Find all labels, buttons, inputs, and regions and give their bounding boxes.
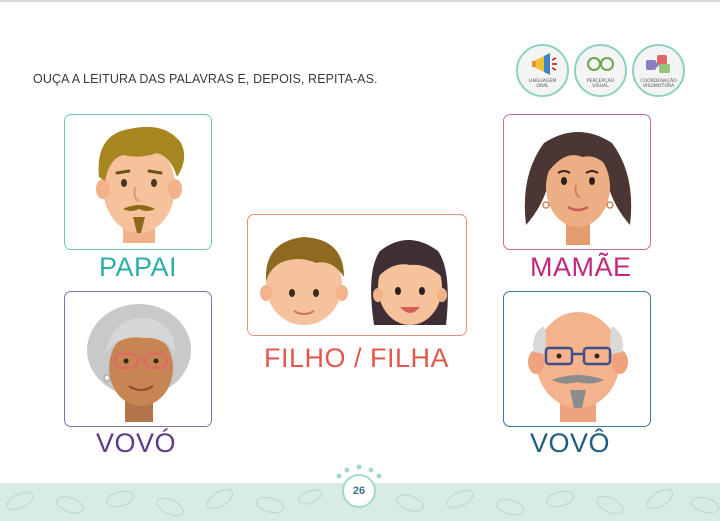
children-illustration <box>260 237 448 325</box>
mother-illustration <box>524 132 632 245</box>
grandmother-illustration <box>87 304 191 422</box>
page-number: 26 <box>342 474 376 508</box>
badge-percepcao-visual: PERCEPÇÃO VISUAL <box>574 44 627 97</box>
word-vovo-avo: VOVÓ <box>96 428 177 458</box>
card-mamae <box>503 114 651 250</box>
card-filho-filha <box>247 214 467 336</box>
card-vovo-avo <box>64 291 212 427</box>
leaf-pattern-icon <box>6 489 720 517</box>
instruction-text: OUÇA A LEITURA DAS PALAVRAS E, DEPOIS, R… <box>33 72 378 86</box>
glasses-icon <box>587 57 614 71</box>
card-vovo-avo-m <box>503 291 651 427</box>
top-rule <box>0 0 720 2</box>
badge-label: PERCEPÇÃO VISUAL <box>586 79 615 89</box>
puzzle-icon <box>646 55 670 73</box>
badge-label: COORDENAÇÃO VISOMOTORA <box>640 79 677 89</box>
word-papai: PAPAI <box>99 252 178 282</box>
badge-linguagem-oral: LINGUAGEM ORAL <box>516 44 569 97</box>
badge-label: LINGUAGEM ORAL <box>528 79 557 89</box>
word-filho-filha: FILHO / FILHA <box>264 343 450 373</box>
grandfather-illustration <box>528 312 628 422</box>
skill-badges: LINGUAGEM ORAL PERCEPÇÃO VISUAL COORDENAÇÃ… <box>516 44 688 100</box>
word-vovo-avo-m: VOVÔ <box>530 428 611 458</box>
card-papai <box>64 114 212 250</box>
page-ornament-icon <box>336 464 382 479</box>
badge-coordenacao-visomotora: COORDENAÇÃO VISOMOTORA <box>632 44 685 97</box>
father-illustration <box>96 126 185 243</box>
word-mamae: MAMÃE <box>530 252 632 282</box>
megaphone-icon <box>532 53 557 75</box>
